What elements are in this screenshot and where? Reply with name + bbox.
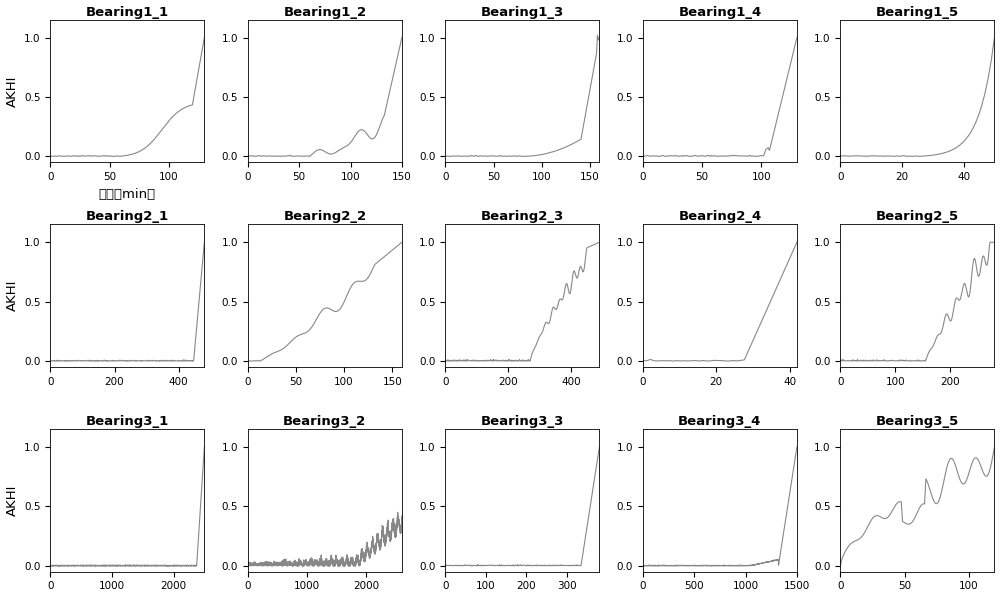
Title: Bearing1_5: Bearing1_5: [876, 5, 959, 19]
Title: Bearing3_2: Bearing3_2: [283, 415, 366, 428]
Title: Bearing3_4: Bearing3_4: [678, 415, 762, 428]
Title: Bearing2_5: Bearing2_5: [876, 210, 959, 223]
Title: Bearing2_1: Bearing2_1: [86, 210, 169, 223]
Y-axis label: AKHI: AKHI: [6, 75, 19, 107]
Y-axis label: AKHI: AKHI: [6, 280, 19, 312]
Title: Bearing1_3: Bearing1_3: [481, 5, 564, 19]
Title: Bearing1_4: Bearing1_4: [678, 5, 762, 19]
Title: Bearing1_1: Bearing1_1: [86, 5, 169, 19]
Title: Bearing2_4: Bearing2_4: [678, 210, 762, 223]
Title: Bearing2_3: Bearing2_3: [481, 210, 564, 223]
Title: Bearing3_5: Bearing3_5: [876, 415, 959, 428]
Title: Bearing3_1: Bearing3_1: [86, 415, 169, 428]
Title: Bearing2_2: Bearing2_2: [283, 210, 366, 223]
Title: Bearing3_3: Bearing3_3: [481, 415, 564, 428]
Title: Bearing1_2: Bearing1_2: [283, 5, 366, 19]
X-axis label: 时间（min）: 时间（min）: [99, 187, 156, 201]
Y-axis label: AKHI: AKHI: [6, 485, 19, 516]
